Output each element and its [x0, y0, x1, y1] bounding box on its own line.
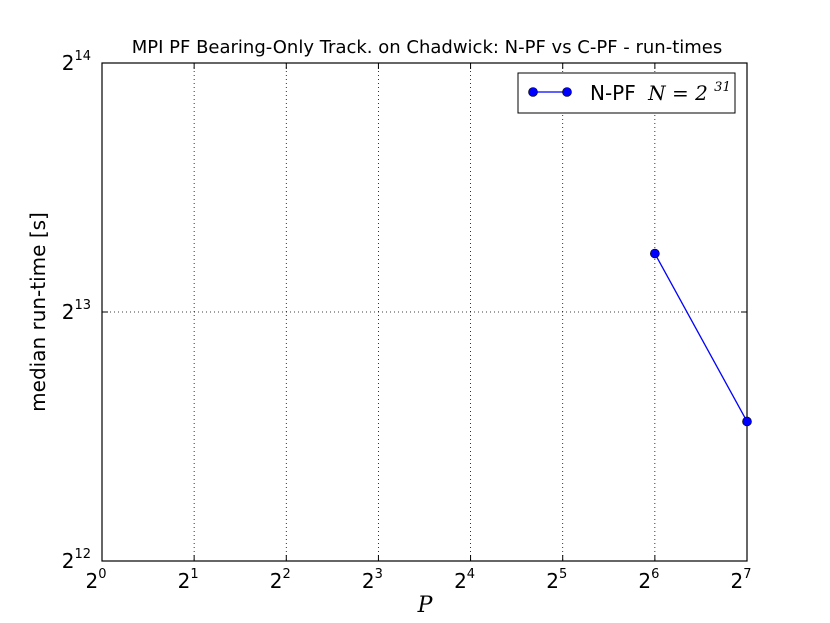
y-tick-label: 212: [62, 547, 91, 573]
legend-box: [517, 72, 736, 114]
x-axis: 20 21 22 23 24 25 26 27: [85, 63, 752, 593]
legend-label: N-PF N = 2 31: [590, 80, 731, 105]
y-axis: 212 213 214: [62, 49, 747, 573]
y-tick-label: 214: [62, 49, 91, 75]
series-line: [654, 253, 748, 422]
chart-title: MPI PF Bearing-Only Track. on Chadwick: …: [132, 37, 723, 58]
series-layer: [650, 248, 752, 427]
y-tick-label: 213: [62, 298, 91, 324]
x-tick-label: 23: [362, 567, 383, 593]
data-point: [650, 248, 660, 259]
legend-marker: [528, 87, 538, 97]
data-point: [742, 416, 752, 427]
x-tick-label: 22: [270, 567, 291, 593]
x-tick-label: 26: [638, 567, 659, 593]
legend-marker: [562, 87, 572, 97]
x-tick-label: 24: [454, 567, 475, 593]
legend-math-exponent: 31: [714, 80, 731, 95]
legend: N-PF N = 2 31: [517, 72, 736, 114]
x-tick-label: 27: [730, 567, 751, 593]
legend-math: N = 2: [647, 81, 708, 105]
x-tick-label: 25: [546, 567, 567, 593]
y-axis-label: median run-time [s]: [26, 212, 50, 412]
x-tick-label: 20: [85, 567, 106, 593]
legend-series-name: N-PF: [590, 81, 636, 105]
grid-lines: [102, 63, 747, 561]
x-axis-label: P: [417, 593, 434, 618]
x-tick-label: 21: [178, 567, 199, 593]
